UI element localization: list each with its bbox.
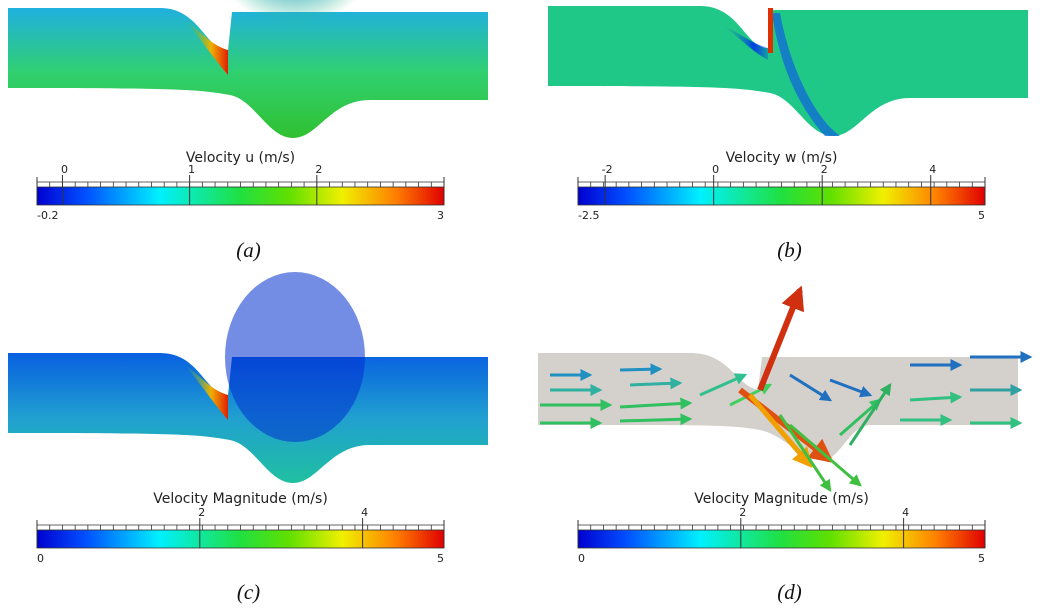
field-w [548,6,1028,136]
min-label: 0 [37,552,44,565]
min-label: 0 [578,552,585,565]
tick-label: 0 [712,163,719,176]
tick-label: 2 [821,163,828,176]
caption: (d) [777,580,802,604]
colorbar-title: Velocity u (m/s) [186,150,295,166]
tick-label: -2 [602,163,613,176]
max-label: 5 [978,552,985,565]
caption: (b) [777,238,802,262]
tick-label: 4 [902,506,909,519]
colorbar-title: Velocity Magnitude (m/s) [153,491,328,507]
colorbar [577,529,986,549]
colorbar [36,186,445,206]
min-label: -0.2 [37,209,58,222]
tick-label: 0 [61,163,68,176]
colorbar [577,186,986,206]
colorbar [36,529,445,549]
caption: (a) [236,238,261,262]
tick-label: 2 [739,506,746,519]
field-magnitude [8,272,488,483]
max-label: 5 [978,209,985,222]
colorbar-title: Velocity Magnitude (m/s) [694,491,869,507]
tick-label: 2 [315,163,322,176]
max-label: 3 [437,209,444,222]
colorbar-title: Velocity w (m/s) [726,150,838,166]
min-label: -2.5 [578,209,599,222]
vector-field [538,285,1033,492]
tick-label: 1 [188,163,195,176]
tick-label: 4 [361,506,368,519]
field-u [8,0,488,138]
caption: (c) [237,580,260,604]
max-label: 5 [437,552,444,565]
tick-label: 4 [929,163,936,176]
tick-label: 2 [198,506,205,519]
